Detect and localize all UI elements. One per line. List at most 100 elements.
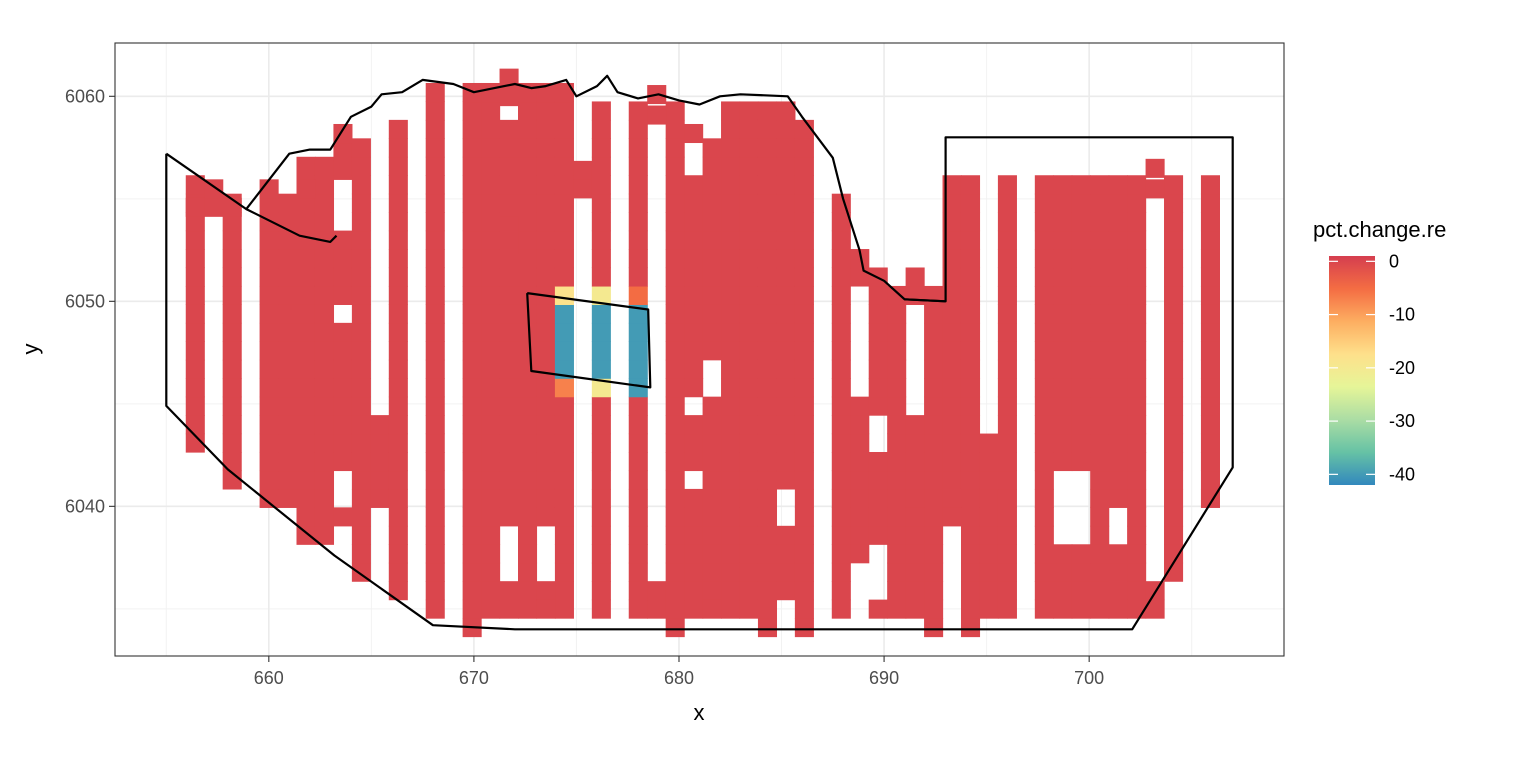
heat-cell-172 [388, 212, 408, 232]
heat-cell-722 [924, 544, 944, 564]
heat-cell-760 [960, 507, 981, 527]
heat-cell-889 [1090, 322, 1110, 342]
heat-cell-680 [850, 249, 870, 269]
heat-cell-717 [905, 415, 925, 435]
heat-cell-831 [1034, 212, 1054, 232]
heat-cell-848 [1053, 267, 1073, 287]
heat-cell-557 [739, 230, 759, 250]
heat-cell-76 [296, 359, 316, 379]
heat-cell-531 [721, 193, 741, 213]
heat-cell-57 [278, 359, 298, 379]
heat-cell-854 [1071, 599, 1091, 619]
heat-cell-127 [351, 488, 371, 508]
heat-cell-857 [1071, 544, 1091, 564]
heat-cell-672 [850, 507, 870, 527]
heat-cell-764 [960, 433, 981, 453]
heat-cell-812 [1034, 562, 1054, 582]
heat-cell-257 [481, 230, 501, 250]
heat-cell-33 [259, 488, 279, 508]
heat-cell-163 [388, 378, 408, 398]
heat-cell-610 [776, 249, 796, 269]
heat-cell-890 [1090, 304, 1110, 324]
heat-cell-516 [721, 470, 741, 490]
heat-cell-277 [499, 341, 519, 361]
heat-cell-191 [425, 359, 445, 379]
heat-cell-188 [425, 415, 445, 435]
legend: pct.change.re 0 -10 -20 -30 -40 [1313, 217, 1446, 485]
heat-cell-113 [333, 378, 353, 398]
heat-cell-144 [351, 175, 371, 195]
heat-cell-403 [591, 101, 611, 121]
heat-cell-124 [351, 544, 371, 564]
heat-cell-635 [794, 322, 814, 342]
heat-cell-473 [684, 378, 704, 398]
heat-cell-648 [831, 581, 851, 601]
heat-cell-828 [1034, 267, 1054, 287]
heat-cell-213 [462, 507, 482, 527]
heat-cell-844 [1053, 341, 1073, 361]
heat-cell-307 [518, 322, 538, 342]
heat-cell-84 [296, 212, 316, 232]
heat-cell-903 [1108, 433, 1128, 453]
heat-cell-178 [425, 599, 445, 619]
heat-cell-816 [1034, 488, 1054, 508]
legend-label-2: -20 [1389, 358, 1415, 378]
heat-cell-49 [259, 193, 279, 213]
heat-cell-884 [1090, 415, 1110, 435]
heat-cell-1 [185, 415, 205, 435]
heat-cell-416 [628, 378, 648, 398]
heat-cell-751 [942, 212, 962, 232]
heat-cell-782 [979, 544, 999, 564]
heat-cell-412 [628, 452, 648, 472]
heat-cell-701 [887, 488, 907, 508]
heat-cell-656 [831, 433, 851, 453]
heat-cell-356 [554, 396, 574, 416]
heat-cell-386 [591, 415, 611, 435]
heat-cell-897 [1090, 175, 1110, 195]
heat-cell-742 [942, 378, 962, 398]
heat-cell-51 [278, 470, 298, 490]
heat-cell-366 [554, 212, 574, 232]
heat-cell-749 [942, 249, 962, 269]
heat-cell-515 [721, 488, 741, 508]
heat-cell-588 [757, 193, 778, 213]
heat-cell-294 [518, 562, 538, 582]
heat-cell-463 [684, 599, 704, 619]
heat-cell-725 [924, 488, 944, 508]
heat-cell-877 [1090, 544, 1110, 564]
heat-cell-315 [518, 175, 538, 195]
heat-cell-775 [960, 230, 981, 250]
heat-cell-621 [794, 581, 814, 601]
heat-cell-201 [425, 175, 445, 195]
heat-cell-12 [185, 212, 205, 232]
heat-cell-906 [1108, 378, 1128, 398]
heat-cell-916 [1108, 193, 1128, 213]
heat-cell-254 [481, 285, 501, 305]
heat-cell-611 [776, 230, 796, 250]
heat-cell-443 [665, 452, 685, 472]
heat-cell-512 [721, 544, 741, 564]
heat-cell-778 [960, 175, 981, 195]
heat-cell-42 [259, 322, 279, 342]
heat-cell-633 [794, 359, 814, 379]
heat-cell-546 [739, 433, 759, 453]
heat-cell-909 [1108, 322, 1128, 342]
heat-cell-110 [333, 433, 353, 453]
heat-cell-430 [628, 119, 648, 139]
heat-cell-376 [591, 599, 611, 619]
heat-cell-898 [1108, 562, 1128, 582]
heat-cell-429 [628, 138, 648, 158]
heat-cell-568 [757, 562, 778, 582]
coastline [165, 74, 946, 303]
heat-cell-974 [1200, 304, 1220, 324]
heat-cell-379 [591, 544, 611, 564]
heat-cell-805 [997, 249, 1017, 269]
heat-cell-598 [776, 470, 796, 490]
outline-polygon-1 [526, 292, 652, 389]
heat-cell-204 [425, 119, 445, 139]
heat-cell-692 [868, 304, 888, 324]
heat-cell-472 [684, 415, 704, 435]
heat-cell-63 [278, 249, 298, 269]
heat-cell-397 [591, 212, 611, 232]
heat-cell-866 [1071, 304, 1091, 324]
